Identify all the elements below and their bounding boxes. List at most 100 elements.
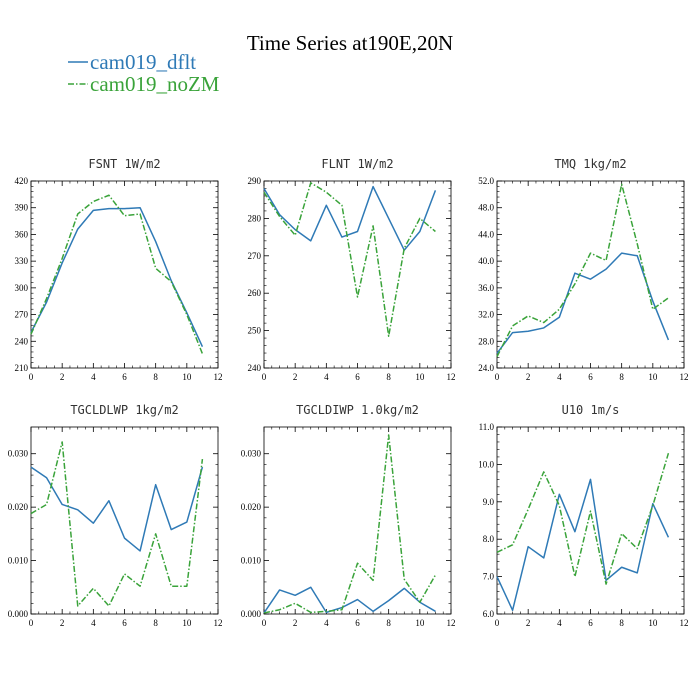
x-tick-label: 0 [495,618,500,628]
x-tick-label: 0 [495,372,500,382]
series-line-dflt [30,466,204,552]
x-tick-label: 10 [648,372,658,382]
series-line-dflt [263,185,437,251]
x-tick-label: 4 [324,372,329,382]
panel-title: U10 1m/s [562,403,620,417]
x-tick-label: 8 [153,372,158,382]
y-tick-label: 390 [15,203,29,213]
x-tick-label: 0 [262,618,267,628]
y-tick-label: 44.0 [478,229,494,239]
panel-title: FLNT 1W/m2 [321,157,393,171]
y-tick-label: 24.0 [478,363,494,373]
y-tick-label: 10.0 [478,459,494,469]
x-tick-label: 2 [526,372,531,382]
panel-3: TGCLDLWP 1kg/m2 0.000 0.010 0.020 0.030 0 2 4 6 8… [8,403,223,628]
plot-frame [263,426,452,615]
x-tick-label: 6 [122,618,127,628]
plot-frame [496,180,685,369]
y-tick-label: 210 [15,363,29,373]
x-tick-label: 6 [588,618,593,628]
x-tick-label: 12 [447,372,456,382]
legend: cam019_dflt cam019_noZM [68,50,220,96]
x-tick-label: 6 [588,372,593,382]
series-line-dflt [496,478,670,612]
x-tick-label: 2 [293,372,298,382]
x-tick-label: 12 [447,618,456,628]
series-line-dflt [263,586,436,614]
x-tick-label: 8 [386,372,391,382]
x-tick-label: 8 [386,618,391,628]
x-tick-label: 2 [60,372,65,382]
x-tick-label: 4 [557,618,562,628]
y-tick-label: 28.0 [478,336,494,346]
y-tick-label: 270 [248,251,262,261]
x-tick-label: 4 [91,372,96,382]
y-tick-label: 0.020 [8,502,29,512]
x-tick-label: 2 [60,618,65,628]
x-tick-label: 10 [182,618,192,628]
y-tick-label: 0.020 [241,502,262,512]
y-tick-label: 9.0 [483,497,495,507]
x-tick-label: 6 [355,618,360,628]
x-tick-label: 0 [262,372,267,382]
x-tick-label: 8 [153,618,158,628]
x-tick-label: 12 [680,372,689,382]
x-tick-label: 4 [324,618,329,628]
y-tick-label: 0.030 [241,449,262,459]
y-tick-label: 0.030 [8,449,29,459]
plot-frame [496,426,685,615]
panel-2: TMQ 1kg/m2 24.0 28.0 32.0 36.0 40.0 44.0 48.0 52… [478,157,688,382]
panel-title: TMQ 1kg/m2 [554,157,626,171]
y-tick-label: 0.010 [8,556,29,566]
y-tick-label: 260 [248,288,262,298]
y-tick-label: 300 [15,283,29,293]
y-tick-label: 52.0 [478,176,494,186]
x-tick-label: 12 [680,618,689,628]
panel-1: FLNT 1W/m2 240 250 260 270 280 290 0 2 4 6 8 10 12 [248,157,456,382]
x-tick-label: 12 [214,618,223,628]
series-line-nozm [263,434,437,614]
x-tick-label: 2 [526,618,531,628]
y-tick-label: 240 [15,336,29,346]
y-tick-label: 6.0 [483,609,495,619]
figure-title: Time Series at190E,20N [247,31,453,55]
panel-5: U10 1m/s 6.0 7.0 8.0 9.0 10.0 11.0 0 2 4 6 8 10 12 [478,403,688,628]
y-tick-label: 0.010 [241,556,262,566]
x-tick-label: 8 [619,618,624,628]
x-tick-label: 4 [557,372,562,382]
x-tick-label: 10 [415,372,425,382]
series-line-nozm [496,183,669,357]
y-tick-label: 250 [248,326,262,336]
x-tick-label: 10 [182,372,192,382]
x-tick-label: 10 [415,618,425,628]
x-tick-label: 12 [214,372,223,382]
x-tick-label: 4 [91,618,96,628]
x-tick-label: 0 [29,618,34,628]
y-tick-label: 330 [15,256,29,266]
y-tick-label: 11.0 [479,422,495,432]
y-tick-label: 8.0 [483,534,495,544]
legend-label-nozm: cam019_noZM [90,72,220,96]
panel-title: TGCLDLWP 1kg/m2 [70,403,178,417]
y-tick-label: 240 [248,363,262,373]
series-line-nozm [30,194,204,355]
panel-title: TGCLDIWP 1.0kg/m2 [296,403,419,417]
x-tick-label: 2 [293,618,298,628]
x-tick-label: 0 [29,372,34,382]
x-tick-label: 6 [122,372,127,382]
y-tick-label: 360 [15,229,29,239]
panel-title: FSNT 1W/m2 [88,157,160,171]
y-tick-label: 280 [248,213,262,223]
panel-0: FSNT 1W/m2 210 240 270 300 330 360 390 420 0 2 4 6 8 1… [15,157,223,382]
legend-label-dflt: cam019_dflt [90,50,196,74]
x-tick-label: 6 [355,372,360,382]
y-tick-label: 40.0 [478,256,494,266]
panel-4: TGCLDIWP 1.0kg/m2 0.000 0.010 0.020 0.030 0 2 4… [241,403,456,628]
x-tick-label: 8 [619,372,624,382]
plot-frame [263,180,452,369]
y-tick-label: 420 [15,176,29,186]
y-tick-label: 290 [248,176,262,186]
y-tick-label: 32.0 [478,310,494,320]
